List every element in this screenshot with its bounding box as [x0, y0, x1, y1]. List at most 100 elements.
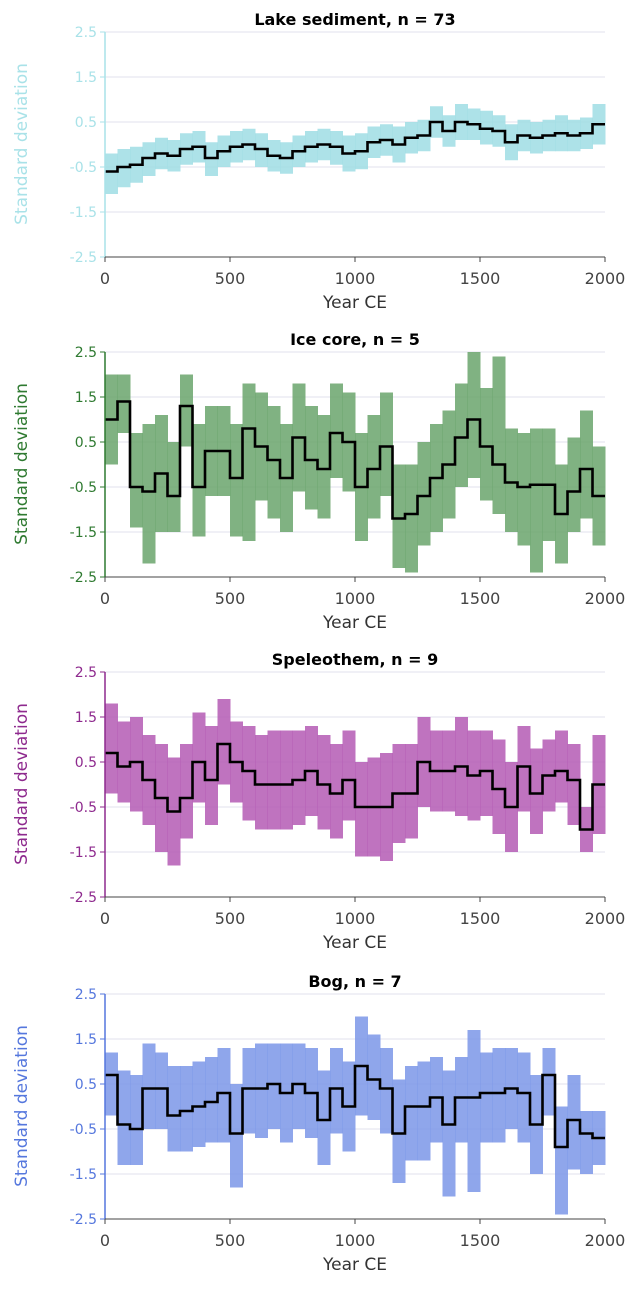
uncertainty-bar	[355, 762, 368, 857]
uncertainty-bar	[455, 383, 468, 487]
uncertainty-bar	[255, 1043, 268, 1138]
y-tick-label: 2.5	[75, 345, 97, 361]
uncertainty-bar	[480, 1052, 493, 1143]
uncertainty-bar	[217, 699, 231, 785]
x-tick-label: 2000	[585, 589, 626, 608]
uncertainty-bar	[242, 1048, 256, 1134]
uncertainty-bar	[567, 744, 581, 825]
uncertainty-bar	[330, 383, 343, 478]
x-tick-label: 500	[215, 1231, 246, 1250]
uncertainty-bar	[517, 433, 531, 546]
mean-line	[105, 120, 605, 173]
y-tick-label: 2.5	[75, 25, 97, 41]
chart-panel: 2.5 1.5 0.5 -0.5 -1.5 -2.5 0 500 1000 1500 2000 Bog…	[0, 972, 643, 1292]
chart-title: Ice core, n = 5	[290, 330, 420, 349]
uncertainty-bar	[367, 415, 381, 519]
uncertainty-bar	[292, 1043, 306, 1129]
chart-title: Lake sediment, n = 73	[254, 10, 456, 29]
uncertainty-bar	[405, 744, 418, 839]
uncertainty-bar	[367, 1034, 381, 1120]
uncertainty-bar	[130, 433, 143, 528]
uncertainty-bar	[180, 374, 193, 447]
x-axis-label: Year CE	[322, 933, 387, 953]
uncertainty-bar	[292, 730, 306, 825]
y-tick-label: 0.5	[75, 1077, 97, 1093]
uncertainty-bar	[192, 1061, 206, 1147]
y-tick-label: -2.5	[70, 250, 97, 266]
uncertainty-bar	[130, 717, 143, 812]
uncertainty-bar	[192, 712, 206, 803]
x-tick-label: 1000	[335, 1231, 376, 1250]
uncertainty-bar	[167, 1066, 181, 1152]
y-tick-label: -1.5	[70, 1167, 97, 1183]
x-tick-label: 500	[215, 269, 246, 288]
x-tick-label: 2000	[585, 269, 626, 288]
chart-panel: 2.5 1.5 0.5 -0.5 -1.5 -2.5 0 500 1000 1500 2000 Spe…	[0, 650, 643, 970]
uncertainty-bar	[330, 744, 343, 839]
uncertainty-bar	[555, 730, 568, 803]
y-tick-label: -0.5	[70, 160, 97, 176]
uncertainty-bar	[530, 748, 543, 834]
x-tick-label: 2000	[585, 909, 626, 928]
uncertainty-bar	[467, 352, 481, 478]
y-tick-label: -2.5	[70, 890, 97, 906]
uncertainty-bar	[105, 1052, 118, 1116]
y-tick-label: 0.5	[75, 435, 97, 451]
uncertainty-bar	[267, 730, 281, 830]
y-axis-label: Standard deviation	[12, 1024, 32, 1187]
uncertainty-bar	[267, 1043, 281, 1129]
chart-plot: 2.5 1.5 0.5 -0.5 -1.5 -2.50 500 1000 1500 2000	[70, 345, 626, 608]
uncertainty-bar	[405, 464, 418, 573]
uncertainty-bar	[417, 1061, 431, 1161]
uncertainty-bar	[342, 730, 356, 821]
uncertainty-bar	[480, 730, 493, 816]
uncertainty-bar	[255, 735, 268, 830]
x-tick-label: 1000	[335, 909, 376, 928]
uncertainty-bar	[317, 1070, 331, 1165]
uncertainty-bar	[492, 739, 506, 834]
x-tick-label: 1500	[460, 269, 501, 288]
uncertainty-bar	[117, 1070, 131, 1165]
chart-panel: 2.5 1.5 0.5 -0.5 -1.5 -2.5 0 500 1000 1500 2000 Lak…	[0, 10, 643, 330]
uncertainty-bar	[405, 1066, 418, 1161]
y-tick-label: 1.5	[75, 390, 97, 406]
x-tick-label: 1500	[460, 589, 501, 608]
uncertainty-bar	[330, 1048, 343, 1134]
x-axis-label: Year CE	[322, 1255, 387, 1275]
uncertainty-bar	[555, 1106, 568, 1215]
uncertainty-bar	[530, 428, 543, 573]
uncertainty-bar	[267, 406, 281, 519]
x-tick-label: 500	[215, 909, 246, 928]
y-tick-label: 1.5	[75, 70, 97, 86]
uncertainty-bar	[167, 442, 181, 532]
uncertainty-bar	[180, 744, 193, 839]
uncertainty-bar	[142, 1043, 156, 1129]
uncertainty-bar	[580, 1111, 593, 1174]
uncertainty-bar	[517, 1052, 531, 1143]
uncertainty-bar	[117, 721, 131, 803]
y-tick-label: -0.5	[70, 1122, 97, 1138]
y-tick-label: -1.5	[70, 205, 97, 221]
y-axis-label: Standard deviation	[12, 62, 32, 225]
uncertainty-bar	[130, 1075, 143, 1165]
chart-plot: 2.5 1.5 0.5 -0.5 -1.5 -2.50 500 1000 1500 2000	[70, 987, 626, 1250]
x-tick-label: 0	[100, 1231, 110, 1250]
uncertainty-bar	[205, 726, 218, 825]
uncertainty-bar	[305, 406, 318, 510]
x-axis-label: Year CE	[322, 613, 387, 633]
uncertainty-bar	[180, 1066, 193, 1152]
y-tick-label: 1.5	[75, 710, 97, 726]
mean-line	[105, 742, 605, 831]
y-tick-label: -1.5	[70, 845, 97, 861]
y-tick-label: -0.5	[70, 800, 97, 816]
uncertainty-bar	[142, 424, 156, 564]
uncertainty-bar	[505, 428, 518, 532]
uncertainty-bar	[155, 1052, 168, 1129]
y-tick-label: 0.5	[75, 115, 97, 131]
uncertainty-bar	[492, 1048, 506, 1143]
x-tick-label: 1000	[335, 589, 376, 608]
x-tick-label: 0	[100, 589, 110, 608]
y-tick-label: -0.5	[70, 480, 97, 496]
y-tick-label: 1.5	[75, 1032, 97, 1048]
uncertainty-bar	[217, 1048, 231, 1143]
